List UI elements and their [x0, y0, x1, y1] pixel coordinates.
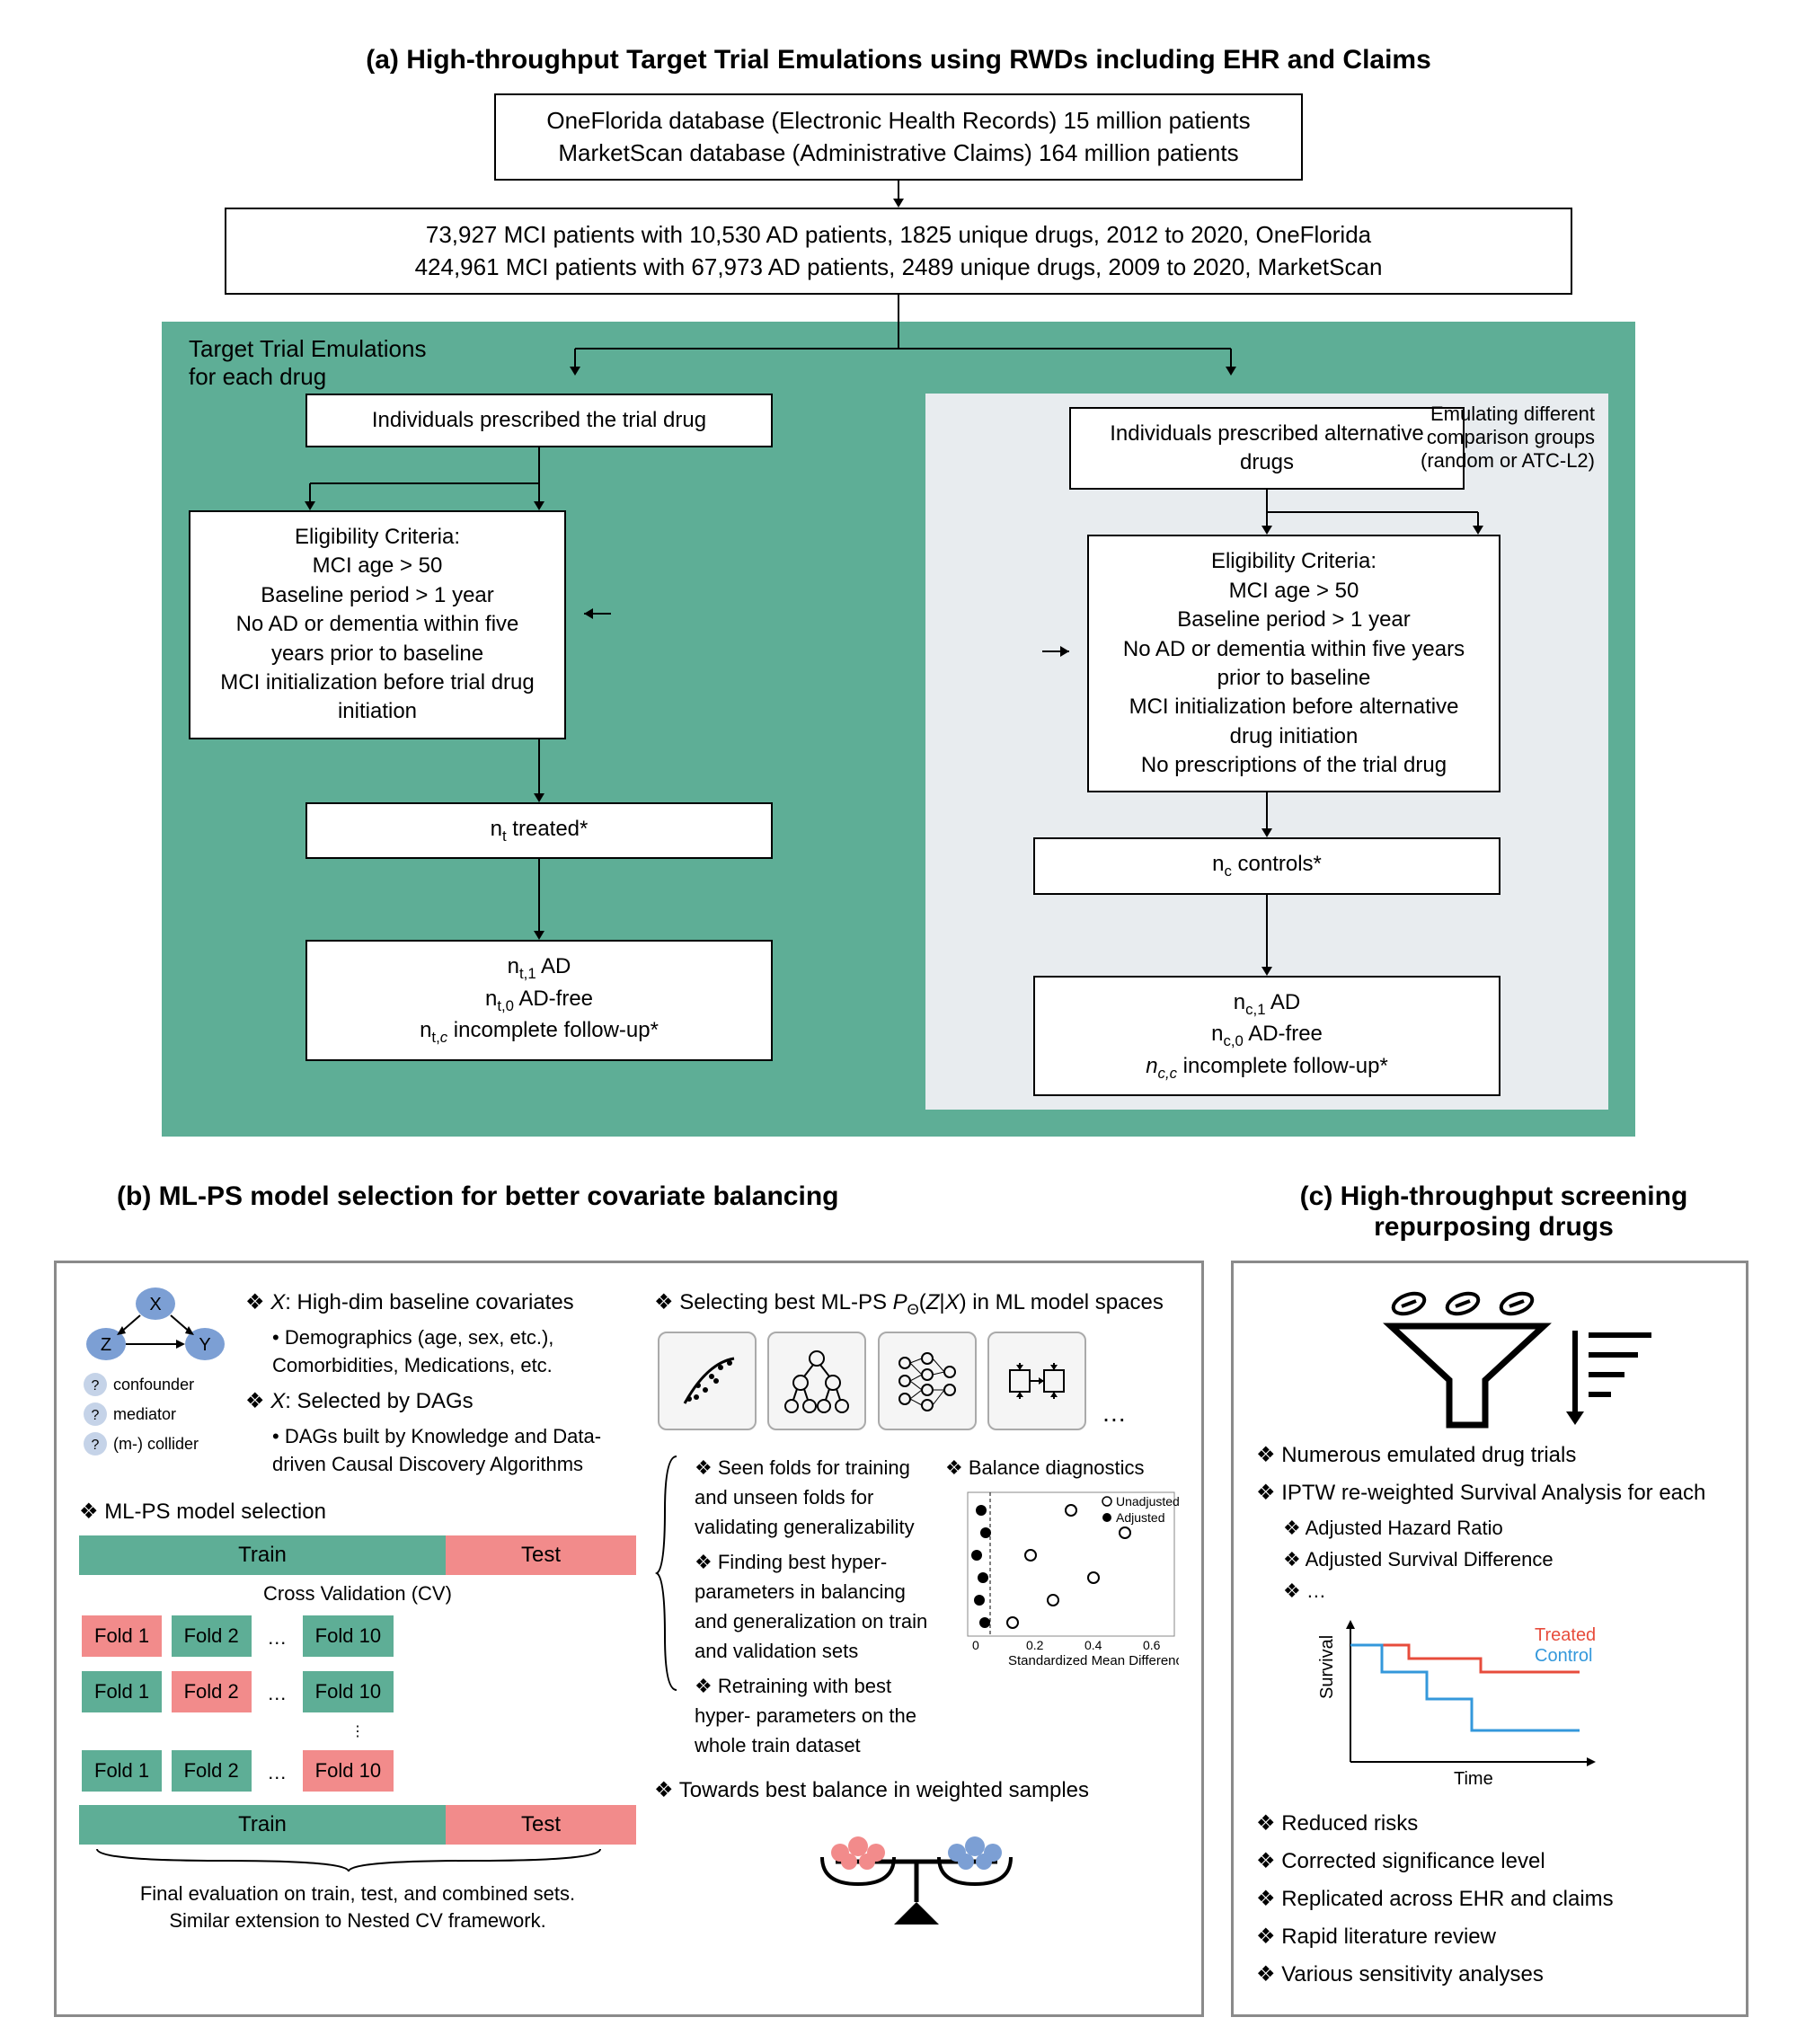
svg-text:mediator: mediator — [113, 1405, 176, 1423]
svg-text:Control: Control — [1535, 1646, 1592, 1666]
b-mlps-label: ML-PS model selection — [79, 1496, 636, 1528]
part-a-title: (a) High-throughput Target Trial Emulati… — [54, 45, 1743, 75]
eligibility-right-box: Eligibility Criteria:MCI age > 50Baselin… — [1087, 535, 1500, 792]
grey-panel: Emulating differentcomparison groups(ran… — [925, 394, 1608, 1110]
cv-fold-grid: Fold 1 Fold 2 … Fold 10 Fold 1 Fold 2 … … — [79, 1613, 636, 1794]
b-x-highdim-sub: Demographics (age, sex, etc.), Comorbidi… — [272, 1324, 636, 1380]
outcomes-left-box: nt,1 ADnt,0 AD-freent,c incomplete follo… — [305, 940, 773, 1060]
vertical-brace-icon — [654, 1447, 681, 1699]
svg-text:0.4: 0.4 — [1084, 1638, 1102, 1652]
balance-scale-icon — [800, 1812, 1033, 1929]
b-x-dags-sub: DAGs built by Knowledge and Data-driven … — [272, 1423, 636, 1479]
treated-box: nt treated* — [305, 802, 773, 859]
train-bar-top: Train — [79, 1535, 446, 1575]
c-b6: Rapid literature review — [1256, 1921, 1723, 1953]
funnel-icon — [1256, 1281, 1723, 1434]
model-icons-row: … — [654, 1328, 1179, 1434]
b-towards: Towards best balance in weighted samples — [654, 1774, 1179, 1807]
b-selecting: Selecting best ML-PS PΘ(Z|X) in ML model… — [654, 1287, 1179, 1321]
c-b2a: Adjusted Hazard Ratio — [1283, 1515, 1723, 1543]
svg-text:?: ? — [92, 1378, 100, 1394]
svg-text:confounder: confounder — [113, 1376, 194, 1394]
b-balance-diag: Balance diagnostics — [945, 1453, 1179, 1482]
c-b3: Reduced risks — [1256, 1808, 1723, 1840]
test-bar-top: Test — [446, 1535, 636, 1575]
svg-text:?: ? — [92, 1408, 100, 1423]
prescribed-alt-box: Individuals prescribed alternativedrugs — [1069, 407, 1465, 491]
eligibility-left-box: Eligibility Criteria:MCI age > 50Baselin… — [189, 510, 566, 739]
c-b2b: Adjusted Survival Difference — [1283, 1546, 1723, 1574]
c-b2c: … — [1283, 1578, 1723, 1606]
svg-text:Survival: Survival — [1317, 1635, 1337, 1699]
dag-icon: X Z Y ? confounder ? mediator — [79, 1281, 232, 1461]
svg-text:X: X — [149, 1295, 161, 1314]
cv-bullet-2: Finding best hyper-parameters in balanci… — [695, 1547, 932, 1666]
cohort-box: 73,927 MCI patients with 10,530 AD patie… — [225, 208, 1572, 295]
b-x-highdim: X: High-dim baseline covariates — [245, 1287, 636, 1319]
cv-bullet-1: Seen folds for training and unseen folds… — [695, 1453, 932, 1542]
panel-c: Numerous emulated drug trials IPTW re-we… — [1231, 1261, 1748, 2016]
survival-plot-icon: Survival Time Treated Control — [1310, 1609, 1616, 1798]
trial-drug-column: Individuals prescribed the trial drug El… — [189, 394, 890, 1110]
svg-text:0: 0 — [972, 1638, 979, 1652]
panel-b: X Z Y ? confounder ? mediator — [54, 1261, 1204, 2016]
train-bar-bottom: Train — [79, 1805, 446, 1845]
smd-plot-icon: 0 0.2 0.4 0.6 Standardized Mean Differen… — [945, 1488, 1179, 1668]
final-eval-text: Final evaluation on train, test, and com… — [79, 1880, 636, 1936]
database-box: OneFlorida database (Electronic Health R… — [494, 93, 1303, 181]
nn-model-icon — [878, 1332, 977, 1430]
test-bar-bottom: Test — [446, 1805, 636, 1845]
tree-model-icon — [767, 1332, 866, 1430]
green-panel: Target Trial Emulationsfor each drug Ind… — [162, 322, 1635, 1137]
prescribed-trial-box: Individuals prescribed the trial drug — [305, 394, 773, 447]
svg-text:0.2: 0.2 — [1026, 1638, 1044, 1652]
part-c-title: (c) High-throughput screeningrepurposing… — [1244, 1181, 1743, 1243]
brace-icon — [79, 1845, 636, 1876]
svg-text:0.6: 0.6 — [1143, 1638, 1161, 1652]
grey-panel-label: Emulating differentcomparison groups(ran… — [1421, 403, 1595, 473]
scatter-model-icon — [658, 1332, 757, 1430]
outcomes-right-box: nc,1 ADnc,0 AD-freenc,c incomplete follo… — [1033, 976, 1500, 1096]
svg-text:(m-) collider: (m-) collider — [113, 1435, 199, 1453]
svg-text:Unadjusted: Unadjusted — [1116, 1494, 1179, 1509]
c-b5: Replicated across EHR and claims — [1256, 1883, 1723, 1916]
block-model-icon — [987, 1332, 1086, 1430]
cv-bullet-3: Retraining with best hyper- parameters o… — [695, 1671, 932, 1760]
cv-label: Cross Validation (CV) — [79, 1582, 636, 1606]
c-b4: Corrected significance level — [1256, 1845, 1723, 1878]
svg-text:Time: Time — [1454, 1769, 1493, 1789]
c-b2: IPTW re-weighted Survival Analysis for e… — [1256, 1477, 1723, 1509]
c-b1: Numerous emulated drug trials — [1256, 1439, 1723, 1472]
svg-text:Y: Y — [199, 1335, 210, 1355]
svg-text:Standardized Mean Difference: Standardized Mean Difference — [1008, 1653, 1179, 1668]
c-b7: Various sensitivity analyses — [1256, 1959, 1723, 1991]
svg-text:Z: Z — [101, 1335, 111, 1355]
part-b-title: (b) ML-PS model selection for better cov… — [117, 1181, 1217, 1243]
svg-text:Treated: Treated — [1535, 1625, 1596, 1645]
svg-text:Adjusted: Adjusted — [1116, 1510, 1164, 1525]
svg-text:?: ? — [92, 1438, 100, 1453]
controls-box: nc controls* — [1033, 837, 1500, 894]
b-x-dags: X: Selected by DAGs — [245, 1385, 636, 1418]
